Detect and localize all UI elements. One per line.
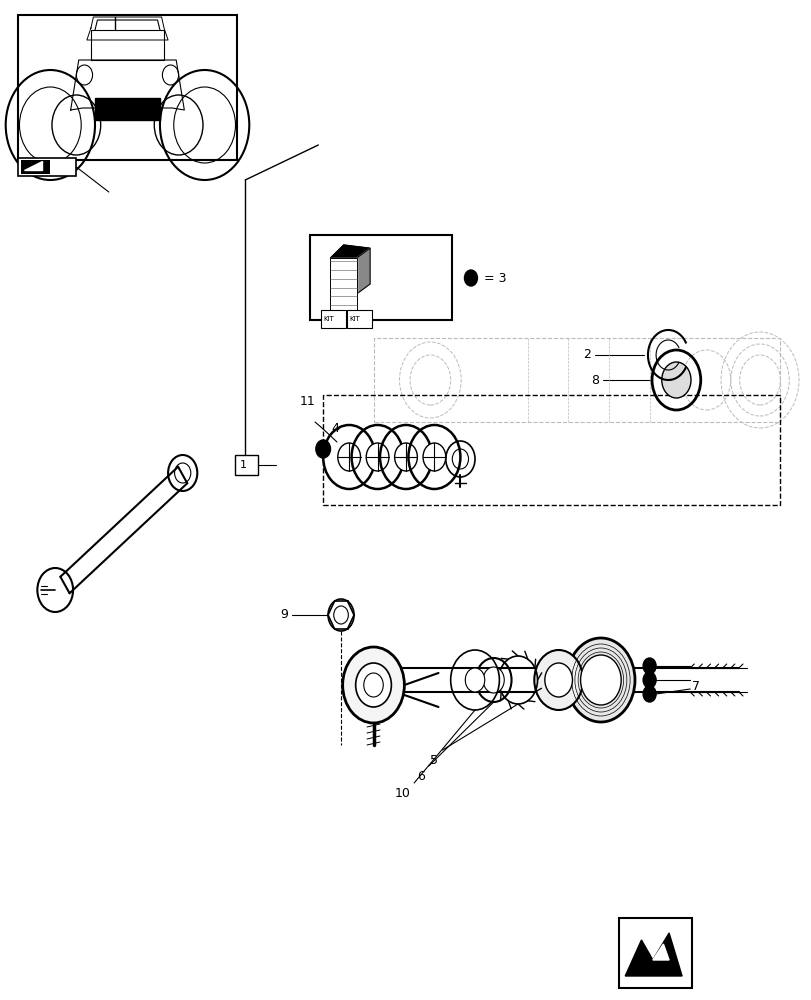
Circle shape	[337, 443, 360, 471]
Bar	[373, 338, 779, 422]
Text: 2: 2	[582, 349, 590, 361]
Circle shape	[580, 655, 620, 705]
Circle shape	[483, 667, 504, 693]
Text: 11: 11	[299, 395, 315, 408]
Circle shape	[465, 668, 484, 692]
Text: KIT: KIT	[349, 316, 360, 322]
Text: 5: 5	[430, 754, 438, 767]
Circle shape	[355, 663, 391, 707]
Circle shape	[366, 443, 388, 471]
Circle shape	[661, 362, 690, 398]
Text: KIT: KIT	[324, 316, 334, 322]
Polygon shape	[330, 258, 357, 310]
Circle shape	[464, 270, 477, 286]
Bar	[618, 918, 691, 988]
Polygon shape	[624, 933, 681, 976]
Text: 6: 6	[416, 770, 424, 783]
Polygon shape	[24, 161, 41, 170]
Bar	[21, 160, 49, 174]
Text: = 3: = 3	[483, 271, 506, 284]
Circle shape	[534, 650, 582, 710]
Circle shape	[642, 658, 655, 674]
Circle shape	[566, 638, 634, 722]
Text: 8: 8	[590, 373, 599, 386]
Bar	[346, 310, 371, 328]
Circle shape	[642, 672, 655, 688]
Bar	[323, 395, 779, 505]
Bar	[310, 235, 452, 320]
Bar	[18, 15, 237, 160]
Polygon shape	[357, 248, 370, 294]
Bar	[320, 310, 345, 328]
Circle shape	[642, 686, 655, 702]
Polygon shape	[652, 944, 668, 960]
Text: 7: 7	[691, 680, 699, 692]
Text: 4: 4	[331, 422, 339, 435]
Circle shape	[315, 440, 330, 458]
Bar	[95, 98, 160, 120]
Bar	[235, 455, 258, 475]
Circle shape	[394, 443, 417, 471]
Polygon shape	[330, 245, 370, 258]
Text: 10: 10	[393, 787, 410, 800]
Circle shape	[423, 443, 445, 471]
Text: 1: 1	[239, 460, 247, 470]
Text: 9: 9	[280, 608, 288, 621]
Circle shape	[544, 663, 572, 697]
Circle shape	[333, 606, 348, 624]
Circle shape	[342, 647, 404, 723]
Circle shape	[363, 673, 383, 697]
Bar	[18, 158, 76, 176]
